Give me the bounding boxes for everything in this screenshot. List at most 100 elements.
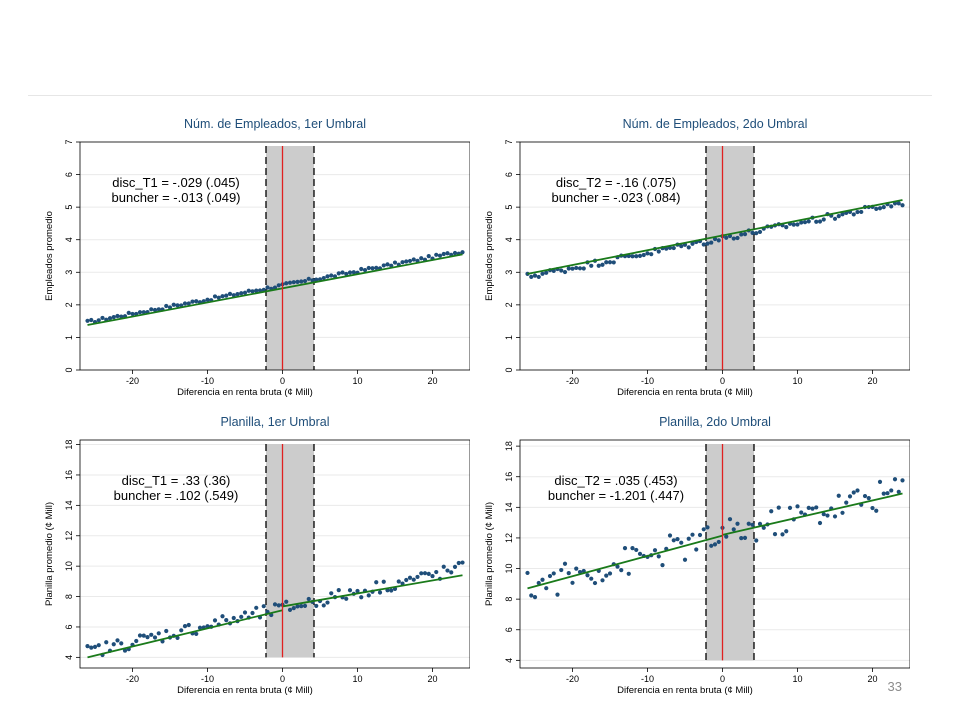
plot-frame	[519, 439, 910, 669]
data-point	[799, 510, 804, 515]
data-point	[370, 266, 375, 271]
x-tick-label: 10	[352, 674, 362, 684]
data-point	[137, 633, 143, 638]
data-point	[449, 570, 454, 575]
data-point	[551, 571, 556, 576]
chart-payroll-threshold-2: 4 6 8 10 12 14 16 18 -20 -10 0 10 20 Diferencia en re…	[484, 415, 910, 696]
y-tick-label: 6	[504, 172, 514, 177]
data-point	[750, 522, 755, 527]
y-tick-label: 6	[64, 624, 74, 629]
x-tick-label: -10	[201, 674, 214, 684]
data-point	[630, 254, 635, 259]
data-point	[231, 615, 236, 621]
data-point	[874, 508, 879, 513]
data-point	[566, 266, 571, 271]
data-point	[551, 268, 556, 274]
data-point	[107, 316, 113, 321]
data-point	[637, 253, 643, 258]
data-point	[656, 554, 661, 559]
data-point	[675, 536, 680, 542]
y-tick-label: 6	[64, 172, 74, 177]
x-tick-label: 0	[280, 674, 285, 684]
data-point	[604, 573, 609, 578]
data-point	[735, 235, 740, 241]
data-point	[291, 280, 296, 285]
data-point	[445, 251, 450, 256]
data-point	[686, 536, 691, 541]
data-point	[321, 275, 326, 281]
data-point	[325, 274, 330, 279]
data-point	[404, 577, 409, 583]
data-point	[727, 517, 733, 522]
data-point	[742, 535, 748, 540]
data-point	[836, 493, 841, 498]
x-tick-label: 0	[280, 376, 285, 386]
data-point	[592, 580, 598, 586]
data-point	[892, 477, 898, 482]
y-tick-label: 0	[64, 367, 74, 372]
data-point	[227, 291, 233, 296]
x-tick-label: 20	[427, 674, 437, 684]
x-tick-label: 20	[427, 376, 437, 386]
data-point	[836, 214, 841, 219]
data-point	[242, 610, 248, 615]
data-point	[559, 268, 564, 273]
data-point	[212, 294, 218, 299]
data-point	[589, 576, 594, 581]
data-point	[525, 570, 530, 576]
data-point	[757, 521, 763, 526]
x-tick-label: -10	[201, 376, 214, 386]
data-point	[344, 596, 349, 601]
y-tick-label: 16	[64, 470, 74, 480]
data-point	[329, 273, 334, 278]
y-tick-label: 5	[64, 205, 74, 210]
data-point	[855, 488, 860, 493]
data-point	[265, 285, 270, 290]
data-point	[347, 270, 353, 275]
data-point	[366, 593, 371, 598]
y-tick-label: 4	[64, 655, 74, 660]
data-point	[306, 276, 311, 281]
data-point	[735, 521, 740, 526]
data-point	[186, 301, 191, 306]
data-point	[179, 628, 184, 633]
data-point	[581, 266, 586, 271]
data-point	[145, 635, 150, 640]
estimate-annotation: buncher = .102 (.549)	[114, 488, 239, 503]
data-point	[336, 588, 341, 593]
x-tick-label: -20	[566, 376, 579, 386]
data-point	[667, 533, 673, 538]
data-point	[817, 520, 823, 526]
data-point	[452, 250, 458, 256]
data-point	[795, 504, 800, 509]
data-point	[619, 567, 624, 573]
y-tick-label: 4	[504, 658, 514, 663]
data-point	[295, 279, 300, 284]
y-tick-label: 3	[504, 270, 514, 275]
x-tick-label: -10	[641, 674, 654, 684]
data-point	[284, 599, 289, 604]
data-point	[532, 273, 538, 278]
data-point	[220, 614, 225, 619]
data-point	[137, 310, 143, 315]
x-tick-label: 10	[792, 674, 802, 684]
data-point	[111, 642, 116, 647]
data-point	[250, 610, 255, 616]
x-tick-label: -20	[566, 674, 579, 684]
data-point	[194, 631, 199, 637]
data-point	[149, 632, 154, 637]
estimate-annotation: disc_T2 = -.16 (.075)	[556, 175, 676, 190]
data-point	[250, 289, 255, 294]
chart-employees-threshold-2: 0 1 2 3 4 5 6 7 -20 -10 0 10 20 Diferencia en renta b…	[484, 117, 910, 398]
data-point	[544, 586, 549, 591]
data-point	[701, 527, 706, 532]
data-point	[115, 313, 120, 319]
data-point	[216, 295, 221, 300]
data-point	[825, 513, 830, 518]
data-point	[272, 602, 278, 607]
data-point	[896, 489, 901, 494]
data-point	[122, 648, 128, 653]
y-axis-label: Empleados promedio	[44, 211, 55, 301]
data-point	[637, 551, 643, 556]
y-tick-label: 8	[64, 594, 74, 599]
